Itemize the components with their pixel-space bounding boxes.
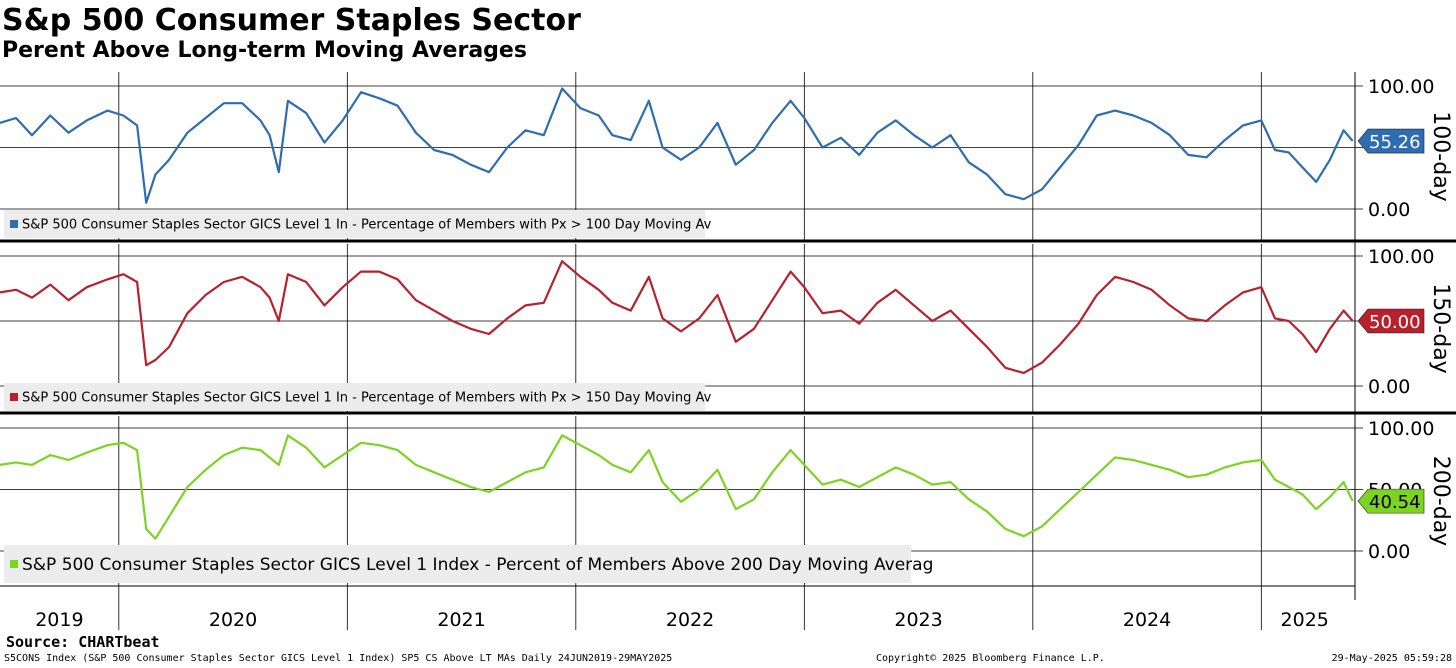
series-line-200-day — [0, 434, 1354, 540]
chart-title: S&p 500 Consumer Staples Sector — [2, 3, 581, 38]
last-value-label: 55.26 — [1369, 132, 1421, 153]
y-tick-label: 0.00 — [1368, 199, 1410, 221]
legend-label: S&P 500 Consumer Staples Sector GICS Lev… — [22, 555, 933, 575]
x-tick-label: 2020 — [209, 609, 257, 631]
legend-box — [4, 545, 912, 583]
last-value-flag — [1357, 488, 1425, 514]
y-tick-label: 100.00 — [1368, 76, 1434, 98]
x-tick-label: 2021 — [437, 609, 485, 631]
y-tick-label: 100.00 — [1368, 418, 1434, 440]
y-axis-title: 200-day — [1428, 456, 1453, 546]
y-axis-title: 150-day — [1428, 283, 1453, 373]
x-tick-label: 2024 — [1123, 609, 1171, 631]
chart-subtitle: Perent Above Long-term Moving Averages — [2, 38, 527, 63]
x-tick-label: 2025 — [1281, 609, 1329, 631]
legend-box — [4, 210, 706, 238]
panel-150-day: 100.00 0.00 50.00 150-day S&P 500 Consumer S… — [0, 244, 1453, 413]
series-line-100-day — [0, 87, 1354, 204]
index-info: S5CONS Index (S&P 500 Consumer Staples S… — [4, 653, 673, 664]
x-tick-label: 2022 — [666, 609, 714, 631]
panel-100-day: 100.00 0.00 55.26 100-day S&P 500 Consumer S… — [0, 72, 1453, 241]
source-note: Source: CHARTbeat — [6, 633, 160, 651]
x-tick-label: 2023 — [894, 609, 942, 631]
legend-label: S&P 500 Consumer Staples Sector GICS Lev… — [22, 391, 712, 406]
legend-box — [4, 383, 706, 411]
copyright-note: Copyright© 2025 Bloomberg Finance L.P. — [876, 653, 1105, 664]
legend-swatch — [10, 220, 18, 228]
last-value-label: 40.54 — [1369, 492, 1421, 513]
legend-swatch — [10, 560, 18, 568]
last-value-label: 50.00 — [1369, 312, 1421, 333]
y-tick-label: 0.00 — [1368, 376, 1410, 398]
y-axis-title: 100-day — [1428, 111, 1453, 201]
timestamp: 29-May-2025 05:59:28 — [1331, 653, 1452, 664]
legend-swatch — [10, 393, 18, 401]
y-tick-label: 100.00 — [1368, 246, 1434, 268]
last-value-flag — [1357, 128, 1425, 154]
last-value-flag — [1357, 308, 1425, 334]
y-tick-label: 0.00 — [1368, 541, 1410, 563]
series-line-150-day — [0, 260, 1354, 375]
x-tick-label: 2019 — [35, 609, 83, 631]
legend-label: S&P 500 Consumer Staples Sector GICS Lev… — [22, 218, 712, 233]
